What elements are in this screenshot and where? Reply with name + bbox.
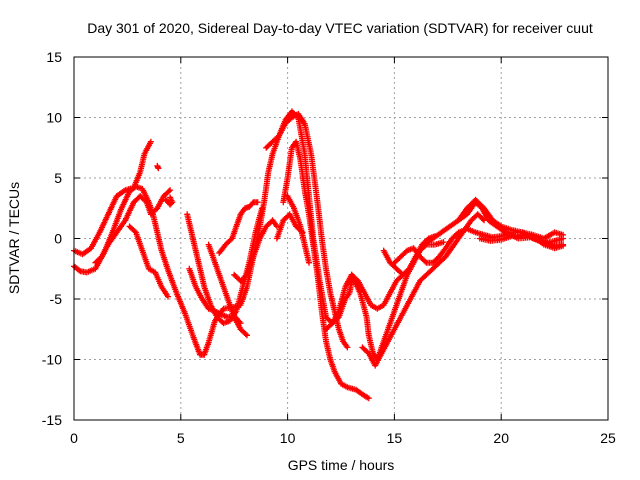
y-tick-label: -5 [50,291,63,307]
plus-markers [231,217,280,284]
plus-markers [323,277,355,333]
series-track-k [231,217,280,284]
series-track-o [273,211,306,242]
plus-markers [126,223,171,300]
x-tick-label: 10 [280,430,296,446]
y-tick-label: 5 [54,170,62,186]
series-track-f [154,162,162,172]
x-axis-label: GPS time / hours [288,457,395,473]
plus-markers [359,211,488,369]
series-track-r [359,211,488,369]
y-tick-label: 0 [54,231,62,247]
series-track-v [476,231,567,252]
plus-markers [476,231,567,252]
y-tick-label: -15 [42,412,62,428]
y-tick-label: -10 [42,352,62,368]
series-track-j [216,199,261,256]
series-track-c [92,187,174,266]
plus-markers [92,187,174,266]
y-tick-label: 15 [46,49,62,65]
series-track-e [162,194,176,208]
chart-title: Day 301 of 2020, Sidereal Day-to-day VTE… [87,20,593,36]
x-tick-label: 15 [387,430,403,446]
series-track-m [280,138,372,402]
data-points [71,108,567,402]
plus-markers [205,241,250,339]
x-tick-label: 25 [600,430,616,446]
x-tick-label: 20 [493,430,509,446]
series-track-i [205,241,250,339]
y-axis-label: SDTVAR / TECUs [6,182,22,294]
series-track-p [323,277,355,333]
plus-markers [154,162,162,172]
plus-markers [216,199,261,256]
y-tick-label: 10 [46,110,62,126]
ticks: 0 5 10 15 20 25 -15 -10 -5 0 5 10 15 [42,49,616,446]
series-track-d [126,223,171,300]
plus-markers [280,138,372,402]
plus-markers [273,211,306,242]
x-tick-label: 5 [177,430,185,446]
x-tick-label: 0 [70,430,78,446]
plus-markers [162,194,176,208]
